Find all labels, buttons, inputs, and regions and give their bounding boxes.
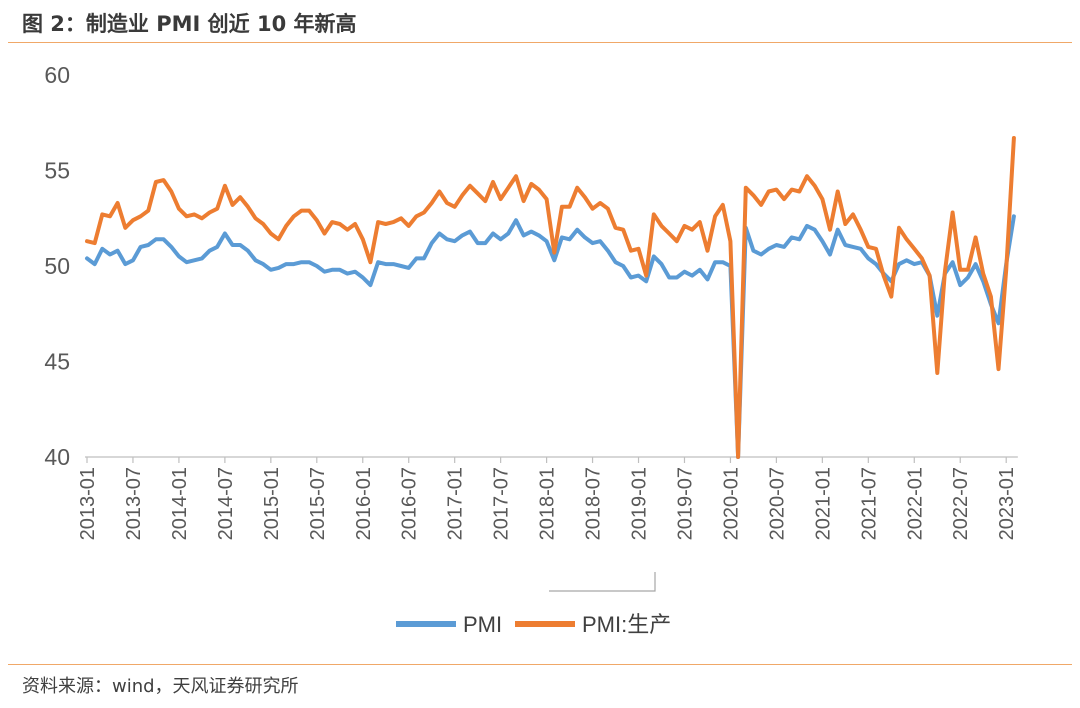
x-tick-label: 2015-01 bbox=[261, 467, 283, 540]
x-axis-tick-marks bbox=[86, 457, 1007, 463]
x-tick-label: 2018-01 bbox=[537, 467, 559, 540]
x-tick-label: 2023-01 bbox=[996, 467, 1018, 540]
y-tick-label: 45 bbox=[44, 349, 70, 375]
x-tick-label: 2019-01 bbox=[629, 467, 651, 540]
x-axis-tick-labels: 2013-01 2013-07 2014-01 2014-07 2015-01 2015-… bbox=[77, 467, 1018, 540]
x-tick-label: 2018-07 bbox=[583, 467, 605, 540]
x-tick-label: 2019-07 bbox=[674, 467, 696, 540]
series-lines bbox=[85, 136, 1016, 459]
x-tick-label: 2022-07 bbox=[950, 467, 972, 540]
x-tick-label: 2014-01 bbox=[169, 467, 191, 540]
x-tick-label: 2013-01 bbox=[77, 467, 99, 540]
x-tick-label: 2014-07 bbox=[215, 467, 237, 540]
y-tick-label: 40 bbox=[44, 444, 70, 470]
legend-label-pmi: PMI bbox=[463, 612, 502, 637]
x-tick-label: 2021-07 bbox=[858, 467, 880, 540]
x-tick-label: 2020-01 bbox=[720, 467, 742, 540]
chart-title: 图 2：制造业 PMI 创近 10 年新高 bbox=[22, 12, 357, 36]
x-tick-label: 2016-01 bbox=[353, 467, 375, 540]
y-tick-label: 55 bbox=[44, 158, 70, 184]
legend-label-production: PMI:生产 bbox=[582, 612, 671, 637]
series-line-production bbox=[85, 136, 1016, 459]
y-tick-label: 60 bbox=[44, 62, 70, 88]
footer-divider bbox=[8, 664, 1072, 665]
x-tick-label: 2022-01 bbox=[904, 467, 926, 540]
x-tick-label: 2015-07 bbox=[307, 467, 329, 540]
y-tick-label: 50 bbox=[44, 253, 70, 279]
x-tick-label: 2013-07 bbox=[123, 467, 145, 540]
axis-group-bracket bbox=[549, 572, 656, 592]
source-note: 资料来源：wind，天风证券研究所 bbox=[22, 676, 299, 697]
x-tick-label: 2021-01 bbox=[812, 467, 834, 540]
series-line-pmi bbox=[85, 214, 1016, 459]
title-divider bbox=[8, 42, 1072, 43]
x-tick-label: 2017-07 bbox=[491, 467, 513, 540]
x-tick-label: 2016-07 bbox=[399, 467, 421, 540]
legend: PMI PMI:生产 bbox=[396, 612, 671, 637]
x-tick-label: 2017-01 bbox=[445, 467, 467, 540]
x-tick-label: 2020-07 bbox=[766, 467, 788, 540]
y-axis-ticks: 40 45 50 55 60 bbox=[44, 62, 70, 470]
